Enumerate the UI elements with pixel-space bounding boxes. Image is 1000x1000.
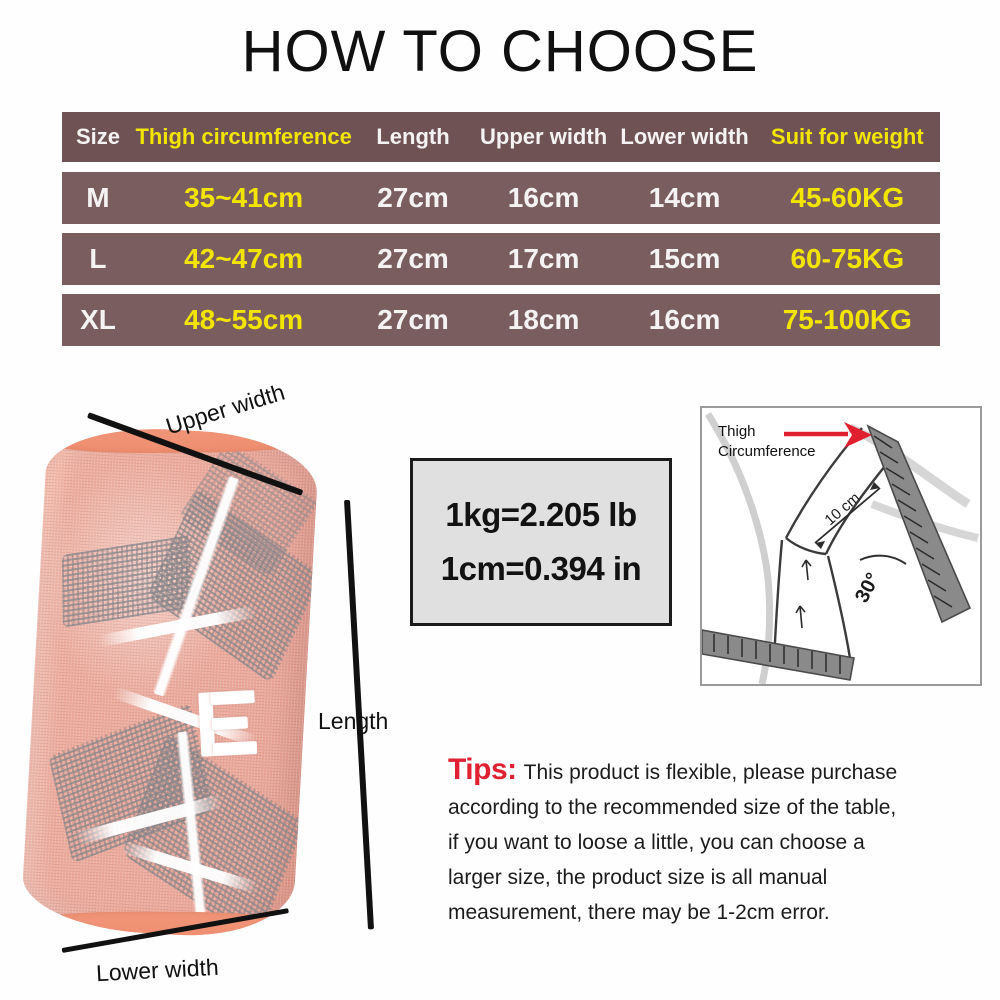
weight-conversion-text: 1kg=2.205 lb [445,496,637,533]
cell-size: XL [80,304,116,335]
cell-suit-for-weight: 75-100KG [782,304,912,335]
cell-upper-width: 16cm [507,182,580,213]
red-arrow-right-icon [784,422,872,448]
tips-label: Tips: [448,753,517,786]
tips-line-2: according to the recommended size of the… [448,796,897,819]
table-row: L 42~47cm 27cm 17cm 15cm 60-75KG [62,233,940,285]
thigh-callout-line1: Thigh [718,423,756,440]
column-header-size: Size [75,124,120,149]
cell-lower-width: 14cm [648,182,721,213]
cell-thigh-circumference: 42~47cm [184,243,304,274]
tips-line-4: larger size, the product size is all man… [448,866,828,889]
size-table: Size Thigh circumference Length Upper wi… [62,112,940,355]
leg-measure-sketch: 10 cm 30° [702,412,979,684]
column-header-upper-width: Upper width [480,124,608,149]
thigh-callout-line2: Circumference [718,443,816,461]
cell-size: L [89,243,107,274]
cell-suit-for-weight: 45-60KG [790,182,905,213]
cell-length: 27cm [377,182,449,213]
knee-sleeve-illustration [20,422,320,942]
column-header-lower-width: Lower width [620,124,749,149]
length-conversion-text: 1cm=0.394 in [440,550,642,587]
brand-mark-icon [198,684,260,763]
cell-lower-width: 15cm [648,243,721,274]
column-header-length: Length [376,124,450,149]
column-header-thigh-circumference: Thigh circumference [135,124,352,149]
column-header-suit-for-weight: Suit for weight [770,124,924,149]
tips-block: Tips: This product is flexible, please p… [448,752,980,930]
thigh-measurement-diagram: 10 cm 30° [700,406,982,686]
lower-width-label: Lower width [95,953,220,987]
cell-length: 27cm [377,304,449,335]
tips-line-3: if you want to loose a little, you can c… [448,831,865,854]
cell-upper-width: 17cm [507,243,580,274]
cell-thigh-circumference: 35~41cm [184,182,304,213]
cell-lower-width: 16cm [648,304,721,335]
cell-thigh-circumference: 48~55cm [184,304,304,335]
cell-length: 27cm [377,243,449,274]
measuring-tape-thigh [866,424,972,624]
thigh-circumference-callout: Thigh Circumference [718,422,816,463]
table-header-row: Size Thigh circumference Length Upper wi… [62,112,940,162]
tips-line-5: measurement, there may be 1-2cm error. [448,901,830,924]
table-row: M 35~41cm 27cm 16cm 14cm 45-60KG [62,172,940,224]
length-label: Length [318,708,389,734]
tips-line-1: This product is flexible, please purchas… [523,761,898,784]
cell-upper-width: 18cm [507,304,580,335]
measuring-tape-calf [702,629,855,681]
cell-suit-for-weight: 60-75KG [790,243,905,274]
tips-first-line: Tips: This product is flexible, please p… [448,752,980,790]
angle-30-label: 30° [851,569,885,606]
table-row: XL 48~55cm 27cm 18cm 16cm 75-100KG [62,294,940,346]
product-photo-knee-sleeve [20,420,342,944]
page-title: HOW TO CHOOSE [241,19,759,84]
unit-conversion-box: 1kg=2.205 lb 1cm=0.394 in [410,458,672,626]
cell-size: M [86,182,110,213]
